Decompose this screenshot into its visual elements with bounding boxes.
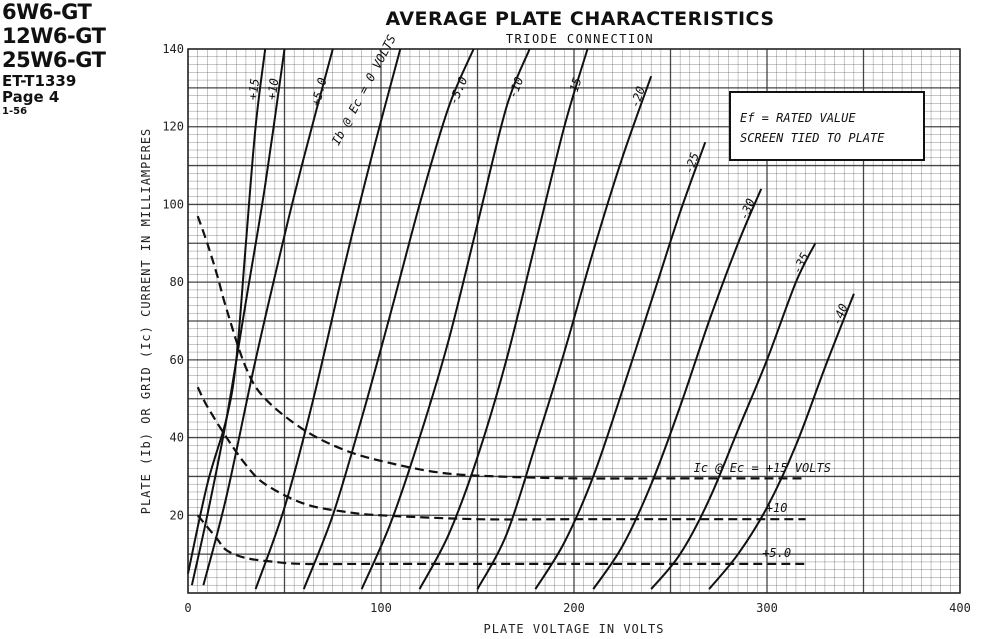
plate-curve: [190, 48, 286, 586]
plate-curve: [650, 242, 817, 590]
tube-type-1: 6W6-GT: [2, 0, 92, 24]
y-axis-label: PLATE (Ib) OR GRID (Ic) CURRENT IN MILLI…: [139, 128, 153, 515]
grid-current-curve: [196, 386, 806, 521]
plate-curve-label: -15: [565, 76, 585, 101]
chart-title: AVERAGE PLATE CHARACTERISTICS: [385, 8, 775, 30]
tube-info-block: 6W6-GT 12W6-GT 25W6-GT ET-T1339 Page 4 1…: [2, 0, 106, 117]
grid-curve-label: +10: [766, 501, 788, 515]
note-line: Ef = RATED VALUE: [740, 111, 856, 125]
y-tick-label: 140: [162, 42, 184, 56]
grid-current-curve: [196, 215, 806, 480]
plate-curve: [254, 48, 402, 590]
plate-curve-label: +10: [265, 77, 282, 100]
plate-curve-label: -20: [628, 85, 648, 110]
plot-frame: [187, 48, 961, 594]
plate-curve-label: -25: [682, 151, 702, 176]
y-tick-label: 80: [170, 275, 184, 289]
plate-curve: [708, 293, 855, 590]
tube-type-2: 12W6-GT: [2, 24, 106, 48]
plate-curve: [360, 48, 531, 590]
doc-number: ET-T1339: [2, 72, 77, 90]
y-tick-label: 60: [170, 353, 184, 367]
plate-curve: [534, 141, 707, 590]
grid-curve-label: +5.0: [762, 546, 791, 560]
plate-curve: [418, 48, 589, 590]
x-axis-label: PLATE VOLTAGE IN VOLTS: [484, 622, 665, 636]
x-tick-label: 400: [949, 601, 971, 615]
x-tick-label: 200: [563, 601, 585, 615]
plate-curve: [592, 188, 763, 590]
page-number: Page 4: [2, 88, 60, 106]
chart-curves: [187, 48, 855, 590]
y-tick-label: 20: [170, 508, 184, 522]
y-tick-label: 40: [170, 431, 184, 445]
x-tick-label: 100: [370, 601, 392, 615]
x-tick-label: 300: [756, 601, 778, 615]
grid-current-curve: [196, 514, 806, 566]
plate-curve-label: +15: [246, 78, 263, 101]
tube-type-3: 25W6-GT: [2, 48, 106, 72]
y-tick-label: 100: [162, 197, 184, 211]
note-box: [729, 91, 925, 161]
y-tick-label: 120: [162, 120, 184, 134]
plate-curve: [202, 48, 334, 586]
x-tick-label: 0: [184, 601, 191, 615]
chart-subtitle: TRIODE CONNECTION: [505, 32, 655, 46]
plate-curve: [302, 48, 475, 590]
grid-family-label: Ic @ Ec = +15 VOLTS: [694, 461, 831, 475]
chart-axes: 0 100 200 300 400 20 40 60 80 100 120 140 PLATE VOLT…: [139, 42, 971, 636]
plate-curve: [476, 75, 653, 590]
doc-date: 1-56: [2, 106, 28, 117]
note-line: SCREEN TIED TO PLATE: [740, 131, 885, 145]
